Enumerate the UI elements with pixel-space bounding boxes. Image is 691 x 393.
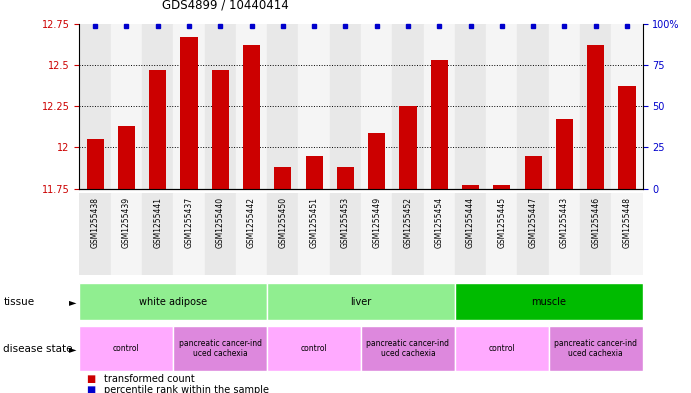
Bar xyxy=(455,326,549,371)
Bar xyxy=(299,193,330,275)
Text: GSM1255453: GSM1255453 xyxy=(341,196,350,248)
Bar xyxy=(337,167,354,189)
Text: ■: ■ xyxy=(86,374,95,384)
Bar xyxy=(580,24,612,189)
Bar xyxy=(486,193,518,275)
Text: pancreatic cancer-ind
uced cachexia: pancreatic cancer-ind uced cachexia xyxy=(179,339,262,358)
Bar xyxy=(173,24,205,189)
Bar xyxy=(455,283,643,320)
Bar xyxy=(142,24,173,189)
Bar xyxy=(79,283,267,320)
Text: GSM1255444: GSM1255444 xyxy=(466,196,475,248)
Text: GSM1255441: GSM1255441 xyxy=(153,196,162,248)
Text: control: control xyxy=(301,344,328,353)
Bar xyxy=(79,24,111,189)
Bar xyxy=(111,193,142,275)
Bar xyxy=(205,24,236,189)
Bar xyxy=(142,193,173,275)
Bar xyxy=(305,156,323,189)
Text: GSM1255443: GSM1255443 xyxy=(560,196,569,248)
Text: GSM1255448: GSM1255448 xyxy=(623,196,632,248)
Bar xyxy=(361,24,392,189)
Bar xyxy=(236,24,267,189)
Bar xyxy=(205,193,236,275)
Text: GSM1255452: GSM1255452 xyxy=(404,196,413,248)
Bar xyxy=(361,326,455,371)
Bar xyxy=(211,70,229,189)
Bar xyxy=(267,283,455,320)
Bar xyxy=(267,24,299,189)
Text: GSM1255439: GSM1255439 xyxy=(122,196,131,248)
Text: pancreatic cancer-ind
uced cachexia: pancreatic cancer-ind uced cachexia xyxy=(366,339,449,358)
Bar xyxy=(79,193,111,275)
Text: control: control xyxy=(489,344,515,353)
Bar xyxy=(173,326,267,371)
Bar xyxy=(424,24,455,189)
Bar xyxy=(486,24,518,189)
Text: GSM1255454: GSM1255454 xyxy=(435,196,444,248)
Text: GSM1255438: GSM1255438 xyxy=(91,196,100,248)
Text: liver: liver xyxy=(350,297,372,307)
Bar xyxy=(361,193,392,275)
Bar xyxy=(243,45,260,189)
Bar xyxy=(549,326,643,371)
Bar xyxy=(587,45,605,189)
Bar xyxy=(556,119,573,189)
Text: control: control xyxy=(113,344,140,353)
Text: GSM1255440: GSM1255440 xyxy=(216,196,225,248)
Text: tissue: tissue xyxy=(3,297,35,307)
Bar xyxy=(455,193,486,275)
Text: GSM1255446: GSM1255446 xyxy=(591,196,600,248)
Bar xyxy=(612,24,643,189)
Text: pancreatic cancer-ind
uced cachexia: pancreatic cancer-ind uced cachexia xyxy=(554,339,637,358)
Text: percentile rank within the sample: percentile rank within the sample xyxy=(104,385,269,393)
Bar xyxy=(86,139,104,189)
Bar xyxy=(111,24,142,189)
Bar xyxy=(173,193,205,275)
Text: ■: ■ xyxy=(86,385,95,393)
Text: muscle: muscle xyxy=(531,297,566,307)
Bar xyxy=(299,24,330,189)
Text: transformed count: transformed count xyxy=(104,374,194,384)
Bar xyxy=(493,185,511,189)
Bar xyxy=(455,24,486,189)
Bar xyxy=(518,193,549,275)
Bar xyxy=(180,37,198,189)
Bar xyxy=(399,106,417,189)
Text: GSM1255442: GSM1255442 xyxy=(247,196,256,248)
Bar xyxy=(549,24,580,189)
Text: GSM1255445: GSM1255445 xyxy=(498,196,507,248)
Text: GSM1255449: GSM1255449 xyxy=(372,196,381,248)
Bar xyxy=(612,193,643,275)
Bar xyxy=(392,193,424,275)
Bar xyxy=(267,193,299,275)
Text: GSM1255450: GSM1255450 xyxy=(278,196,287,248)
Bar xyxy=(392,24,424,189)
Text: GDS4899 / 10440414: GDS4899 / 10440414 xyxy=(162,0,289,12)
Bar xyxy=(117,126,135,189)
Text: GSM1255451: GSM1255451 xyxy=(310,196,319,248)
Text: GSM1255447: GSM1255447 xyxy=(529,196,538,248)
Bar xyxy=(149,70,167,189)
Bar xyxy=(330,24,361,189)
Text: disease state: disease state xyxy=(3,344,73,354)
Text: white adipose: white adipose xyxy=(140,297,207,307)
Bar xyxy=(424,193,455,275)
Bar xyxy=(236,193,267,275)
Bar xyxy=(79,326,173,371)
Text: ►: ► xyxy=(68,297,76,307)
Bar xyxy=(518,24,549,189)
Bar xyxy=(462,185,479,189)
Bar xyxy=(580,193,612,275)
Text: GSM1255437: GSM1255437 xyxy=(184,196,193,248)
Text: ►: ► xyxy=(68,344,76,354)
Bar xyxy=(618,86,636,189)
Bar xyxy=(368,132,386,189)
Bar xyxy=(330,193,361,275)
Bar xyxy=(267,326,361,371)
Bar xyxy=(524,156,542,189)
Bar xyxy=(549,193,580,275)
Bar xyxy=(274,167,292,189)
Bar xyxy=(430,60,448,189)
